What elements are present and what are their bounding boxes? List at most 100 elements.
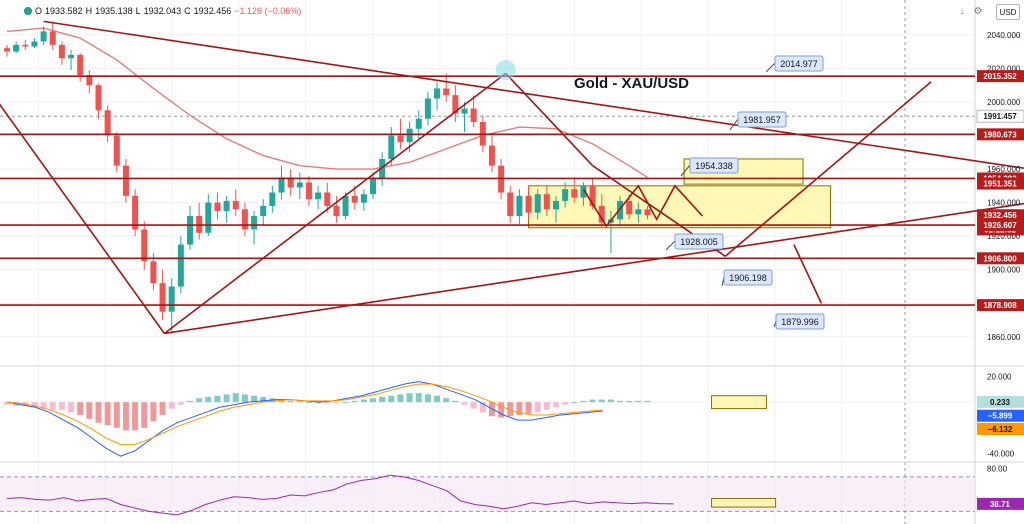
price-badge-label: 1878.908 <box>983 301 1017 310</box>
macd-histogram-bar <box>223 394 230 403</box>
callout-label: 1906.198 <box>729 273 767 283</box>
candle-up <box>562 189 569 201</box>
macd-histogram-bar <box>205 397 212 403</box>
zigzag-pattern-line[interactable] <box>582 184 703 228</box>
macd-histogram-bar <box>479 402 486 413</box>
macd-histogram-bar <box>113 402 120 428</box>
candle-down <box>58 44 65 59</box>
callout-pointer <box>680 164 691 177</box>
price-badge[interactable] <box>977 209 1024 222</box>
open-label: O <box>35 6 43 16</box>
candle-up <box>251 216 258 230</box>
moving-average-line <box>6 27 648 179</box>
callout-box <box>723 269 773 286</box>
settings-icon[interactable]: ⚙ <box>973 5 983 17</box>
trendline[interactable] <box>163 72 507 335</box>
candle-down <box>49 31 56 45</box>
moving-average-path <box>6 27 648 179</box>
macd-histogram-bar <box>58 402 65 410</box>
macd-histogram-bar <box>141 402 148 428</box>
macd-histogram-bar <box>150 402 157 422</box>
trendline[interactable] <box>724 81 932 257</box>
macd-histogram-bar <box>571 402 578 404</box>
price-badge[interactable] <box>977 177 1024 190</box>
macd-histogram-bar <box>452 400 459 403</box>
callout-label: 1928.005 <box>680 237 718 247</box>
macd-histogram-bar <box>470 402 477 409</box>
macd-histogram-bar <box>49 402 56 410</box>
macd-axis-label: 20.000 <box>987 372 1012 381</box>
price-badge[interactable] <box>977 128 1024 141</box>
callout-box <box>774 55 824 72</box>
macd-histogram-bar <box>104 402 111 426</box>
axis-tick-label: 1940.000 <box>987 199 1021 208</box>
macd-highlight-box <box>711 395 767 410</box>
price-badge[interactable] <box>976 109 1024 123</box>
macd-histogram-bar <box>507 402 514 417</box>
peak-marker <box>495 60 516 81</box>
macd-histogram-bar <box>4 402 10 405</box>
candle-down <box>159 283 166 312</box>
candle-up <box>461 108 468 114</box>
candle-down <box>571 189 578 198</box>
price-badge[interactable] <box>977 299 1024 312</box>
candle-down <box>351 195 358 203</box>
rsi-highlight-box <box>711 497 777 508</box>
macd-histogram-bar <box>562 402 569 405</box>
macd-pane: 20.000 -40.000 0.233 −5.899 −6.132 <box>0 372 1024 459</box>
candle-down <box>77 54 84 76</box>
macd-histogram-bar <box>40 402 47 409</box>
down-arrow-icon[interactable]: ↓ <box>959 5 965 17</box>
callout-box <box>775 313 825 330</box>
candle-up <box>415 118 422 129</box>
trendline[interactable] <box>793 244 823 304</box>
macd-histogram-bar <box>607 399 614 403</box>
candle-up <box>370 179 376 195</box>
high-value: 1935.138 <box>95 6 133 16</box>
price-badge[interactable] <box>977 70 1024 83</box>
macd-histogram-bar <box>86 402 93 419</box>
macd-histogram-bar <box>461 402 468 405</box>
axis-tick-label: 2000.000 <box>987 98 1021 107</box>
candle-up <box>223 200 230 211</box>
price-badge[interactable] <box>977 219 1024 232</box>
low-value: 1932.043 <box>143 6 182 16</box>
candle-down <box>22 44 29 47</box>
macd-histogram-bar <box>214 395 221 403</box>
trendline[interactable] <box>43 20 1024 185</box>
macd-histogram-bar <box>424 394 431 403</box>
macd-histogram-bar <box>31 402 38 408</box>
macd-histogram-bar <box>360 399 367 403</box>
trendline[interactable] <box>505 72 594 167</box>
currency-button[interactable]: USD <box>996 4 1020 20</box>
price-badge[interactable] <box>977 252 1024 265</box>
macd-histogram-bar <box>598 399 605 403</box>
macd-histogram-bar <box>77 402 84 415</box>
candle-down <box>232 200 239 210</box>
macd-histogram-bar <box>260 397 267 403</box>
macd-histogram-bar <box>379 397 386 403</box>
candle-up <box>68 54 75 59</box>
callout-label: 2014.977 <box>780 59 818 69</box>
candle-up <box>205 202 212 233</box>
macd-histogram-bar <box>168 402 175 409</box>
candle-down <box>287 177 294 188</box>
candle-up <box>534 194 541 213</box>
change-value: −1.126 (−0.06%) <box>234 6 302 16</box>
macd-axis-label: -40.000 <box>987 450 1015 459</box>
trendline[interactable] <box>0 102 166 334</box>
trendlines[interactable] <box>0 20 1024 335</box>
candle-up <box>168 286 175 312</box>
highlight-box <box>528 185 831 229</box>
price-axis[interactable]: 2040.0002020.0002000.0001980.0001960.000… <box>976 31 1024 342</box>
candle-up <box>580 185 587 198</box>
macd-readout-badge <box>977 395 1024 408</box>
candle-up <box>31 41 38 47</box>
macd-histogram-bar <box>351 400 358 403</box>
candle-down <box>132 195 139 230</box>
macd-histogram-bar <box>525 402 532 414</box>
macd-histogram-bar <box>342 402 349 404</box>
